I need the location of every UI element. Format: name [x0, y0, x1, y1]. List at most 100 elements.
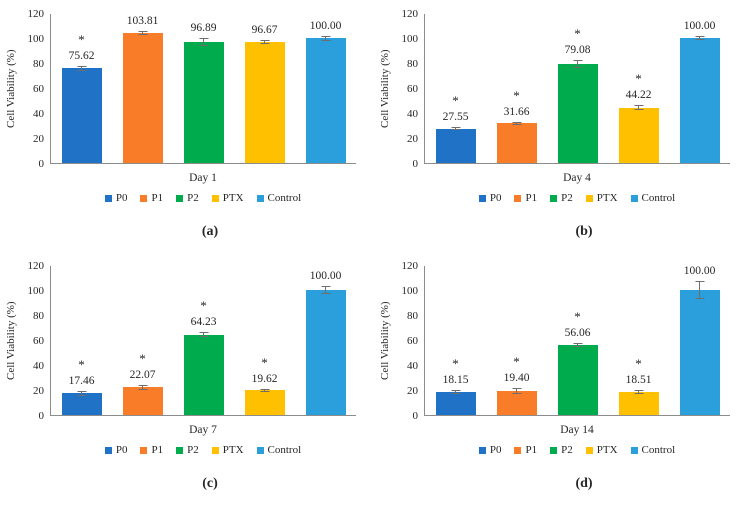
legend-swatch: [514, 194, 522, 202]
legend-label: PTX: [222, 192, 244, 204]
bar-label-stack: 100.00: [310, 20, 342, 33]
y-tick-label: 120: [401, 260, 419, 272]
bar-ptx: [618, 391, 659, 415]
legend-item-p0: P0: [478, 444, 502, 456]
bar-slot-p1: * 22.07: [122, 266, 163, 415]
significance-asterisk: *: [513, 353, 520, 369]
y-tick-label: 60: [407, 335, 418, 347]
y-axis-tick-labels: 0 20 40 60 80 100 120: [394, 8, 424, 170]
legend-swatch: [630, 194, 638, 202]
legend-item-control: Control: [630, 444, 675, 456]
bar-slot-control: 100.00: [679, 14, 720, 163]
legend-swatch: [104, 446, 112, 454]
y-tick-label: 20: [407, 133, 418, 145]
bar-label-stack: 103.81: [127, 15, 159, 28]
bar-label-stack: * 17.46: [69, 356, 95, 388]
bar-slot-ptx: * 18.51: [618, 266, 659, 415]
y-axis-title: Cell Viability (%): [379, 301, 391, 381]
significance-asterisk: *: [452, 356, 459, 372]
y-axis-tick-labels: 0 20 40 60 80 100 120: [394, 260, 424, 422]
significance-asterisk: *: [139, 350, 146, 366]
bar-slot-p0: * 75.62: [61, 14, 102, 163]
bar-label-stack: * 79.08: [565, 26, 591, 57]
significance-asterisk: *: [452, 92, 459, 108]
bar-p0: [435, 392, 476, 415]
legend-swatch: [550, 446, 558, 454]
y-tick-label: 120: [27, 8, 45, 20]
chart-c: Cell Viability (%) 0 20 40 60 80 100 120 * 17.4…: [2, 260, 370, 460]
legend-label: Control: [641, 192, 676, 204]
bar-p1: [122, 387, 163, 415]
error-bar: [260, 40, 269, 45]
bar-slot-p2: * 56.06: [557, 266, 598, 415]
bar-slot-p0: * 17.46: [61, 266, 102, 415]
error-bar: [573, 343, 582, 347]
legend-swatch: [140, 446, 148, 454]
legend-item-p1: P1: [140, 192, 163, 204]
significance-asterisk: *: [574, 26, 581, 42]
y-tick-label: 0: [412, 410, 419, 422]
bar-value-label: 44.22: [625, 89, 652, 102]
bar-slot-p1: * 31.66: [496, 14, 537, 163]
y-tick-label: 20: [33, 385, 44, 397]
bar-value-label: 100.00: [309, 19, 342, 32]
legend-swatch: [176, 446, 184, 454]
y-tick-label: 0: [38, 158, 45, 170]
plot-area: * 17.46 * 22.07 * 64.23 * 19.62 100.00: [50, 266, 356, 416]
error-bar: [321, 285, 330, 295]
x-axis-label: Day 14: [560, 423, 594, 436]
bar-slot-p1: * 19.40: [496, 266, 537, 415]
significance-asterisk: *: [78, 356, 85, 372]
legend-label: Control: [267, 444, 302, 456]
error-bar: [634, 105, 643, 111]
y-tick-label: 100: [401, 33, 419, 45]
bar-value-label: 103.81: [126, 15, 159, 28]
legend-item-p1: P1: [514, 444, 537, 456]
legend-label: P1: [525, 192, 538, 204]
error-bar: [634, 390, 643, 394]
bar-ptx: [618, 107, 659, 163]
legend-swatch: [585, 194, 593, 202]
legend-swatch: [256, 446, 264, 454]
legend-item-p2: P2: [176, 192, 199, 204]
legend: P0 P1 P2 PTX Control: [50, 188, 356, 208]
legend-label: P0: [489, 444, 502, 456]
bar-label-stack: 100.00: [684, 265, 716, 278]
bar-value-label: 22.07: [129, 368, 156, 381]
error-bar: [199, 37, 208, 47]
legend-label: P2: [187, 444, 199, 456]
bar-label-stack: * 64.23: [191, 299, 217, 329]
legend-item-control: Control: [256, 192, 302, 204]
bar-p2: [183, 334, 224, 415]
bar-slot-p1: 103.81: [122, 14, 163, 163]
bar-value-label: 100.00: [683, 265, 716, 278]
legend-swatch: [140, 194, 148, 202]
bar-value-label: 18.51: [625, 374, 652, 386]
bar-p0: [435, 128, 476, 163]
y-tick-label: 60: [407, 83, 418, 95]
bar-label-stack: * 22.07: [129, 350, 156, 382]
bar-p0: [61, 68, 102, 163]
legend-item-ptx: PTX: [585, 444, 618, 456]
legend-label: Control: [267, 192, 302, 204]
significance-asterisk: *: [635, 356, 642, 371]
bar-value-label: 56.06: [564, 327, 591, 340]
bar-label-stack: 96.67: [252, 24, 278, 37]
error-bar: [260, 388, 269, 393]
bar-slot-p0: * 27.55: [435, 14, 476, 163]
bar-p1: [122, 33, 163, 163]
legend-item-p0: P0: [478, 192, 501, 204]
chart-panel-a: Cell Viability (%) 0 20 40 60 80 100 120 * 75.6…: [2, 8, 370, 240]
error-bar: [199, 332, 208, 338]
bar-value-label: 100.00: [309, 269, 342, 282]
legend-item-ptx: PTX: [585, 192, 618, 204]
y-axis-tick-labels: 0 20 40 60 80 100 120: [20, 8, 50, 170]
bar-slot-control: 100.00: [305, 266, 346, 415]
y-tick-label: 120: [27, 260, 45, 272]
y-axis-title: Cell Viability (%): [5, 49, 17, 129]
bar-slot-ptx: * 44.22: [618, 14, 659, 163]
chart-d: Cell Viability (%) 0 20 40 60 80 100 120 * 18.1…: [376, 260, 744, 460]
legend-swatch: [256, 194, 264, 202]
bar-label-stack: * 18.51: [625, 356, 652, 387]
bar-p1: [496, 123, 537, 163]
